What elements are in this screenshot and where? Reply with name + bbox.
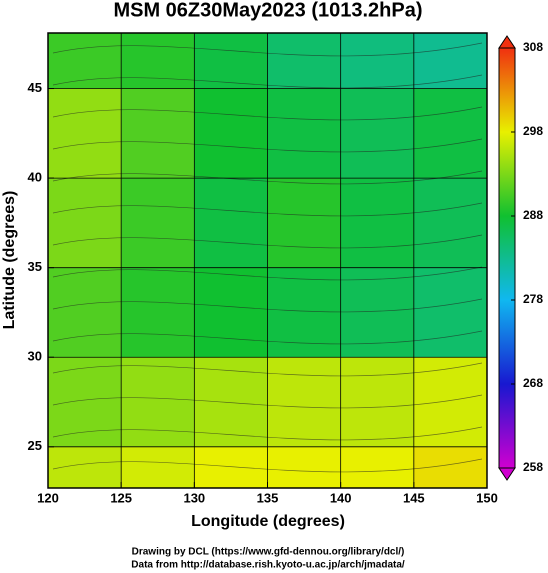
temperature-cell — [194, 33, 268, 89]
temperature-cell — [121, 88, 195, 179]
temperature-cell — [340, 267, 414, 358]
temperature-cell — [340, 357, 414, 447]
x-tick-label: 135 — [257, 490, 279, 505]
streamline — [52, 234, 483, 249]
colorbar-tick-label: 288 — [523, 208, 543, 222]
temperature-cell — [267, 357, 341, 447]
y-axis-label: Latitude (degrees) — [1, 191, 18, 330]
temperature-cell — [48, 267, 122, 358]
x-tick-label: 120 — [37, 490, 59, 505]
temperature-cell — [267, 33, 341, 89]
colorbar-tick-label: 298 — [523, 124, 543, 138]
streamline — [52, 106, 483, 121]
temperature-cell — [48, 33, 122, 89]
temperature-cell — [121, 357, 195, 447]
x-tick-label: 140 — [330, 490, 352, 505]
colorbar-top-arrow — [498, 35, 516, 49]
temperature-cell — [267, 446, 341, 488]
streamline — [52, 394, 483, 409]
temperature-cell — [413, 88, 487, 179]
temperature-cell — [340, 88, 414, 179]
temperature-cell — [194, 178, 268, 268]
y-tick-label: 30 — [28, 349, 42, 364]
temperature-cell — [194, 446, 268, 488]
temperature-cell — [267, 178, 341, 268]
temperature-cell — [121, 446, 195, 488]
temperature-cell — [194, 267, 268, 358]
streamline — [52, 330, 483, 345]
y-tick-label: 45 — [28, 80, 42, 95]
colorbar-tick-label: 278 — [523, 292, 543, 306]
temperature-cell — [121, 33, 195, 89]
temperature-cell — [121, 267, 195, 358]
temperature-cell — [340, 178, 414, 268]
temperature-cell — [267, 88, 341, 179]
colorbar-tick-label: 268 — [523, 376, 543, 390]
temperature-cell — [413, 178, 487, 268]
streamline — [52, 202, 483, 217]
x-tick-label: 150 — [476, 490, 498, 505]
temperature-cell — [48, 446, 122, 488]
temperature-cell — [48, 178, 122, 268]
streamline — [52, 458, 483, 473]
y-tick-label: 35 — [28, 259, 42, 274]
streamline — [52, 170, 483, 185]
streamline — [52, 426, 483, 441]
footer-text: Drawing by DCL (https://www.gfd-dennou.o… — [132, 547, 405, 558]
streamline — [52, 138, 483, 153]
colorbar — [498, 47, 516, 469]
streamline — [52, 74, 483, 89]
colorbar-tick-label: 308 — [523, 40, 543, 54]
temperature-cell — [48, 357, 122, 447]
footer-text: Data from http://database.rish.kyoto-u.a… — [131, 560, 405, 571]
chart-title: MSM 06Z30May2023 (1013.2hPa) — [113, 0, 422, 21]
streamline — [52, 266, 483, 281]
streamline — [52, 42, 483, 57]
y-tick-label: 40 — [28, 170, 42, 185]
temperature-cell — [413, 33, 487, 89]
x-tick-label: 130 — [183, 490, 205, 505]
colorbar-bottom-arrow — [498, 467, 516, 481]
y-tick-label: 25 — [28, 438, 42, 453]
x-tick-label: 145 — [403, 490, 425, 505]
streamline — [52, 362, 483, 377]
temperature-cell — [121, 178, 195, 268]
x-tick-label: 125 — [110, 490, 132, 505]
temperature-cell — [194, 88, 268, 179]
temperature-cell — [413, 357, 487, 447]
temperature-cell — [267, 267, 341, 358]
colorbar-tick-label: 258 — [523, 460, 543, 474]
temperature-cell — [48, 88, 122, 179]
temperature-cell — [413, 267, 487, 358]
streamline — [52, 298, 483, 313]
temperature-cell — [340, 33, 414, 89]
x-axis-label: Longitude (degrees) — [191, 513, 345, 530]
temperature-cell — [340, 446, 414, 488]
